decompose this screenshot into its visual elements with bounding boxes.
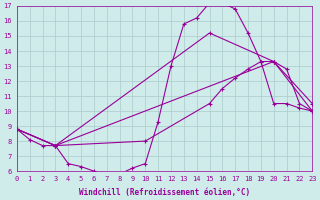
X-axis label: Windchill (Refroidissement éolien,°C): Windchill (Refroidissement éolien,°C) (79, 188, 250, 197)
